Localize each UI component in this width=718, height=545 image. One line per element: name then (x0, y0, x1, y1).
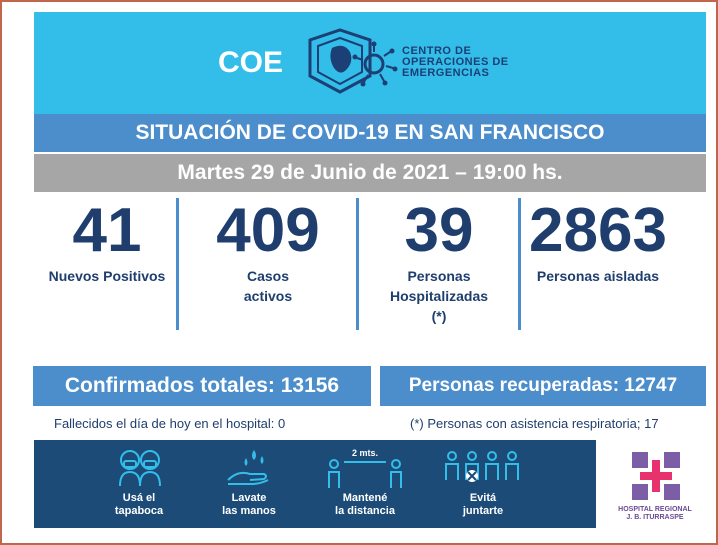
tip-label-line2: la distancia (335, 505, 395, 517)
hospital-logo: HOSPITAL REGIONAL J. B. ITURRASPE (604, 444, 706, 528)
org-line-1: CENTRO DE (402, 45, 472, 57)
tip-label-line2: tapaboca (114, 505, 164, 517)
stat-value: 39 (404, 196, 474, 265)
tip-distancia: 2 mts. Mantené la distancia (310, 440, 420, 528)
stat-label-line2: Hospitalizadas (389, 288, 489, 304)
respiratoria-note: (*) Personas con asistencia respiratoria… (410, 416, 659, 431)
tip-label: Lavate las manos (194, 492, 304, 518)
tip-label: Mantené la distancia (310, 492, 420, 518)
tip-label-line1: Mantené (342, 492, 388, 504)
hospital-cross-icon (632, 452, 680, 500)
tip-evita-juntarte: Evitá juntarte (428, 440, 538, 528)
stat-label-line2: activos (243, 288, 293, 304)
hospital-name-line2: J. B. ITURRASPE (626, 514, 684, 521)
stat-label: Personas aisladas (536, 268, 660, 284)
stat-hospitalizadas: 39 Personas Hospitalizadas (*) (362, 196, 516, 326)
stat-label: Nuevos Positivos (48, 268, 166, 284)
stat-personas-aisladas: 2863 Personas aisladas (524, 196, 672, 286)
tip-lavate-manos: Lavate las manos (194, 440, 304, 528)
crowd-icon (445, 451, 519, 482)
hospital-name: HOSPITAL REGIONAL J. B. ITURRASPE (604, 506, 706, 522)
fallecidos-note: Fallecidos el día de hoy en el hospital:… (54, 416, 286, 431)
virus-globe-icon (308, 28, 398, 94)
page-title: SITUACIÓN DE COVID-19 EN SAN FRANCISCO (34, 114, 706, 152)
stat-casos-activos: 409 Casos activos (182, 196, 354, 306)
hospital-name-line1: HOSPITAL REGIONAL (618, 506, 692, 513)
report-date: Martes 29 de Junio de 2021 – 19:00 hs. (34, 154, 706, 192)
stat-label-line3: (*) (431, 308, 447, 324)
coe-logo-text: COE (218, 46, 283, 79)
stat-label-line1: Casos (246, 268, 290, 284)
stat-divider (356, 198, 359, 330)
stat-value: 41 (72, 196, 142, 265)
stat-value: 409 (216, 196, 320, 265)
prevention-tips-banner: Usá el tapaboca Lavate las manos 2 mts. (34, 440, 596, 528)
distance-label: 2 mts. (352, 448, 378, 458)
hand-wash-icon (227, 450, 269, 485)
tip-tapaboca: Usá el tapaboca (84, 440, 194, 528)
tip-label: Evitá juntarte (428, 492, 538, 518)
tip-label-line2: las manos (222, 505, 276, 517)
distance-icon: 2 mts. (328, 448, 402, 488)
personas-recuperadas: Personas recuperadas: 12747 (380, 366, 706, 406)
tip-label-line2: juntarte (462, 505, 504, 517)
org-line-3: EMERGENCIAS (402, 67, 490, 79)
stat-divider (176, 198, 179, 330)
stat-divider (518, 198, 521, 330)
stat-value: 2863 (529, 196, 667, 265)
tip-label: Usá el tapaboca (84, 492, 194, 518)
stat-label-line1: Personas (407, 268, 471, 284)
stat-nuevos-positivos: 41 Nuevos Positivos (40, 196, 174, 286)
org-line-2: OPERACIONES DE (402, 56, 509, 68)
confirmados-totales: Confirmados totales: 13156 (33, 366, 371, 406)
coe-logo: COE (218, 46, 283, 79)
tip-label-line1: Usá el (122, 492, 156, 504)
tip-label-line1: Evitá (469, 492, 497, 504)
coe-org-name: CENTRO DE OPERACIONES DE EMERGENCIAS (402, 46, 509, 79)
tip-label-line1: Lavate (231, 492, 267, 504)
mask-icon (119, 450, 161, 487)
